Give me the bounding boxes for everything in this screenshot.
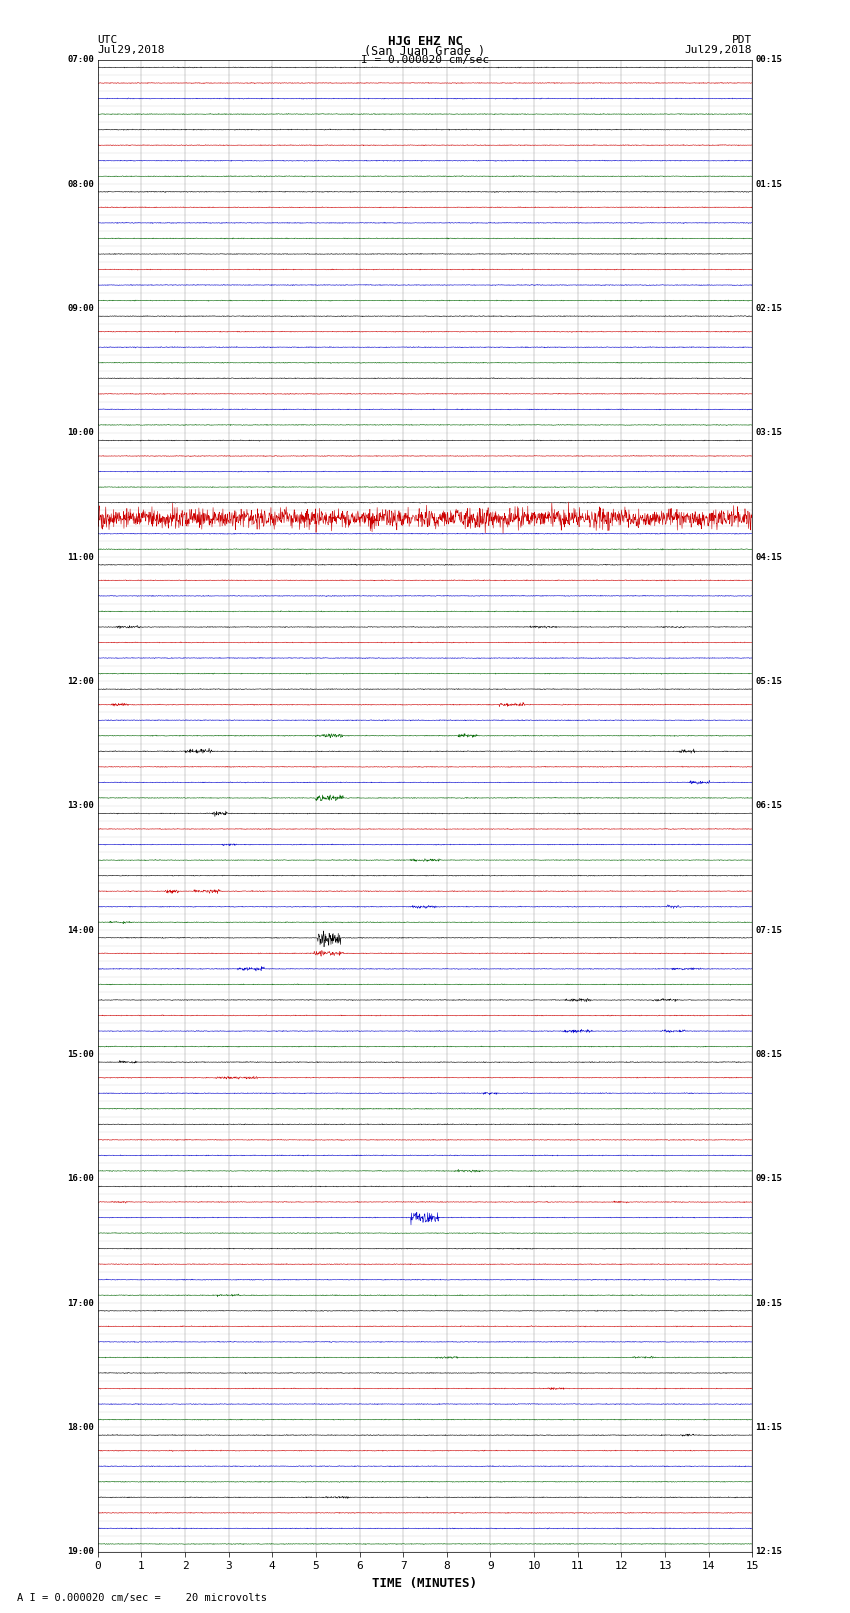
Text: 19:00: 19:00 xyxy=(68,1547,94,1557)
Text: 15:00: 15:00 xyxy=(68,1050,94,1058)
Text: 10:15: 10:15 xyxy=(756,1298,782,1308)
Text: 11:00: 11:00 xyxy=(68,553,94,561)
Text: PDT: PDT xyxy=(732,35,752,45)
Text: 10:00: 10:00 xyxy=(68,427,94,437)
X-axis label: TIME (MINUTES): TIME (MINUTES) xyxy=(372,1578,478,1590)
Text: I = 0.000020 cm/sec: I = 0.000020 cm/sec xyxy=(361,55,489,65)
Text: UTC: UTC xyxy=(98,35,118,45)
Text: 05:15: 05:15 xyxy=(756,677,782,686)
Text: 04:15: 04:15 xyxy=(756,553,782,561)
Text: 11:15: 11:15 xyxy=(756,1423,782,1432)
Text: 03:15: 03:15 xyxy=(756,427,782,437)
Text: Jul29,2018: Jul29,2018 xyxy=(98,45,165,55)
Text: (San Juan Grade ): (San Juan Grade ) xyxy=(365,45,485,58)
Text: 17:00: 17:00 xyxy=(68,1298,94,1308)
Text: 13:00: 13:00 xyxy=(68,802,94,810)
Text: A I = 0.000020 cm/sec =    20 microvolts: A I = 0.000020 cm/sec = 20 microvolts xyxy=(17,1594,267,1603)
Text: Jul29,2018: Jul29,2018 xyxy=(685,45,752,55)
Text: 16:00: 16:00 xyxy=(68,1174,94,1184)
Text: 07:00: 07:00 xyxy=(68,55,94,65)
Text: 14:00: 14:00 xyxy=(68,926,94,934)
Text: 07:15: 07:15 xyxy=(756,926,782,934)
Text: 18:00: 18:00 xyxy=(68,1423,94,1432)
Text: 08:15: 08:15 xyxy=(756,1050,782,1058)
Text: 09:15: 09:15 xyxy=(756,1174,782,1184)
Text: 12:00: 12:00 xyxy=(68,677,94,686)
Text: 00:15: 00:15 xyxy=(756,55,782,65)
Text: 08:00: 08:00 xyxy=(68,179,94,189)
Text: 01:15: 01:15 xyxy=(756,179,782,189)
Text: 02:15: 02:15 xyxy=(756,303,782,313)
Text: 12:15: 12:15 xyxy=(756,1547,782,1557)
Text: HJG EHZ NC: HJG EHZ NC xyxy=(388,35,462,48)
Text: 09:00: 09:00 xyxy=(68,303,94,313)
Text: 06:15: 06:15 xyxy=(756,802,782,810)
